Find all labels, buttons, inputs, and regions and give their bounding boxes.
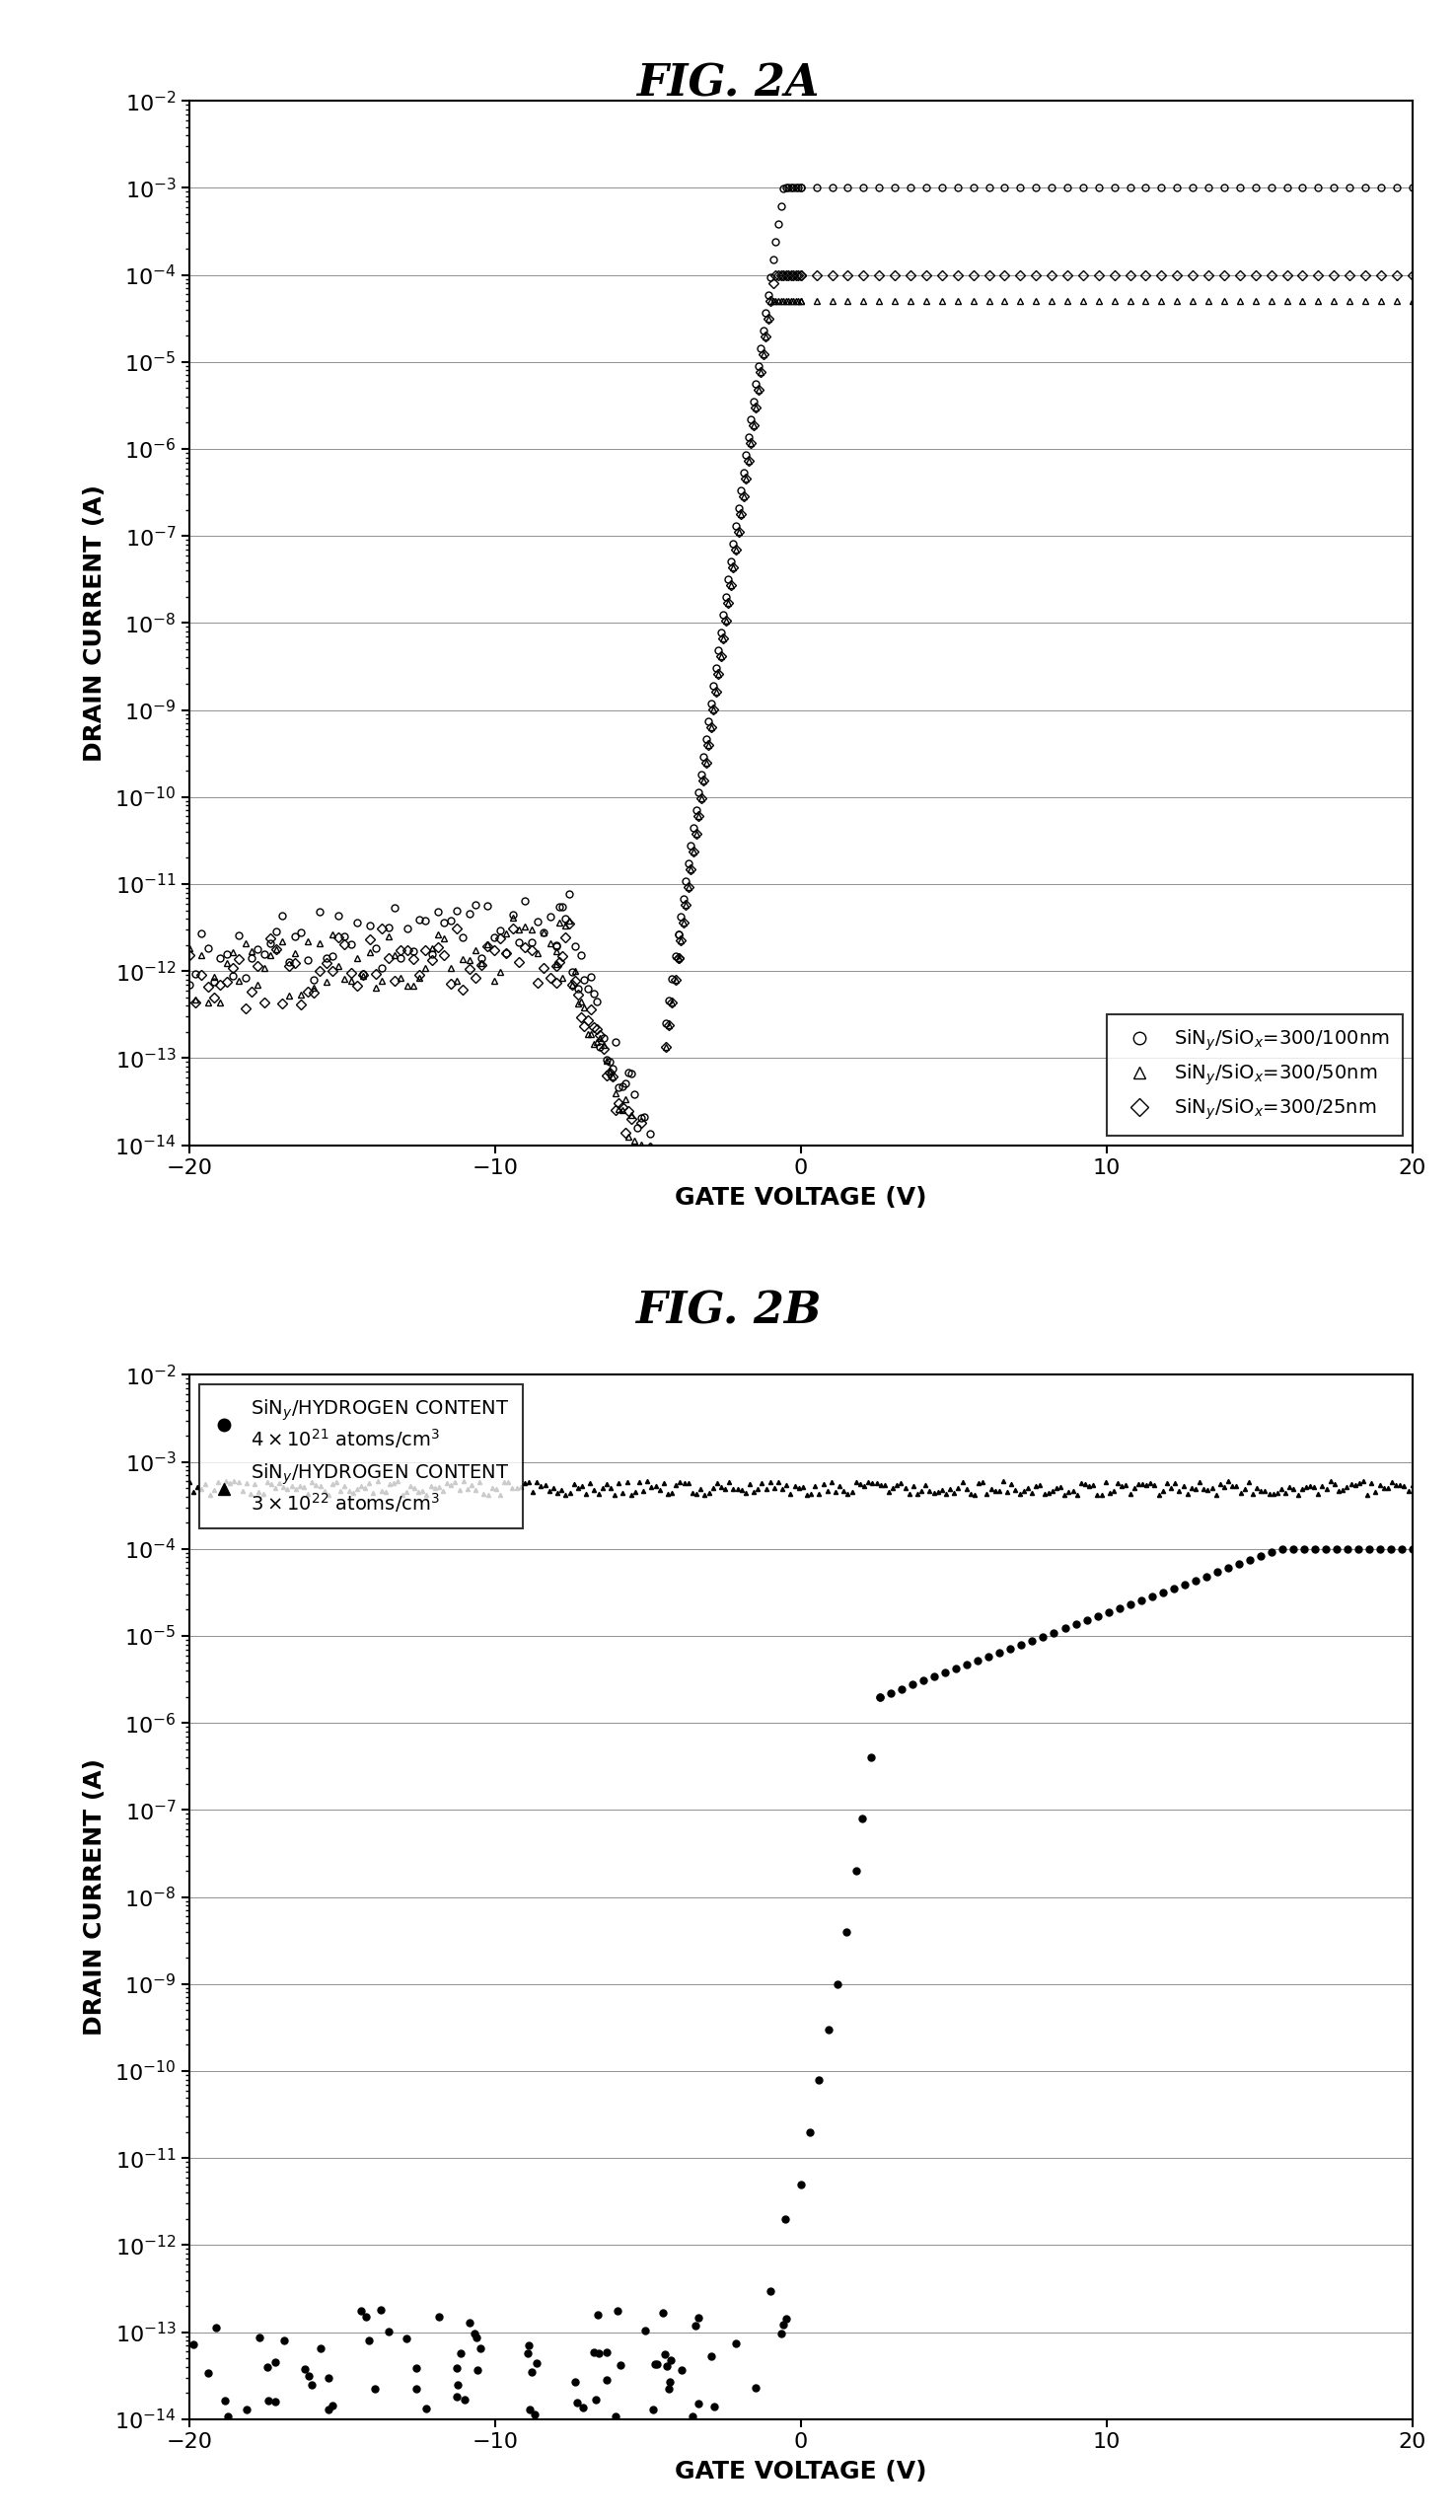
Y-axis label: DRAIN CURRENT (A): DRAIN CURRENT (A) [83, 1759, 106, 2036]
Legend: SiN$_y$/SiO$_x$=300/100nm, SiN$_y$/SiO$_x$=300/50nm, SiN$_y$/SiO$_x$=300/25nm: SiN$_y$/SiO$_x$=300/100nm, SiN$_y$/SiO$_… [1107, 1013, 1402, 1137]
Text: FIG. 2A: FIG. 2A [636, 63, 820, 106]
Legend: SiN$_y$/HYDROGEN CONTENT
$4\times10^{21}$ atoms/cm$^3$, SiN$_y$/HYDROGEN CONTENT: SiN$_y$/HYDROGEN CONTENT $4\times10^{21}… [199, 1383, 523, 1527]
Text: FIG. 2B: FIG. 2B [635, 1290, 821, 1333]
X-axis label: GATE VOLTAGE (V): GATE VOLTAGE (V) [674, 1187, 927, 1210]
Y-axis label: DRAIN CURRENT (A): DRAIN CURRENT (A) [83, 484, 106, 761]
X-axis label: GATE VOLTAGE (V): GATE VOLTAGE (V) [674, 2460, 927, 2485]
